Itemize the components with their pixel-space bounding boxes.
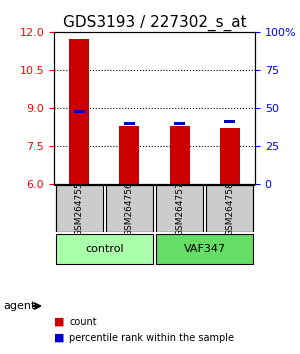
Text: GSM264757: GSM264757: [175, 181, 184, 236]
Text: GSM264755: GSM264755: [75, 181, 84, 236]
Title: GDS3193 / 227302_s_at: GDS3193 / 227302_s_at: [63, 14, 246, 30]
Text: VAF347: VAF347: [184, 244, 226, 254]
Bar: [119, 126, 140, 184]
Bar: [74, 110, 85, 113]
Bar: [224, 120, 236, 123]
Bar: [169, 126, 190, 184]
FancyBboxPatch shape: [206, 185, 254, 232]
FancyBboxPatch shape: [56, 185, 103, 232]
FancyBboxPatch shape: [156, 234, 254, 264]
FancyBboxPatch shape: [56, 234, 153, 264]
Text: count: count: [69, 317, 97, 327]
Text: agent: agent: [3, 301, 35, 311]
Bar: [220, 129, 240, 184]
Bar: [174, 122, 185, 125]
FancyBboxPatch shape: [106, 185, 153, 232]
Text: ■: ■: [54, 317, 64, 327]
Text: GSM264756: GSM264756: [125, 181, 134, 236]
Text: GSM264758: GSM264758: [225, 181, 234, 236]
Text: percentile rank within the sample: percentile rank within the sample: [69, 333, 234, 343]
Text: control: control: [85, 244, 124, 254]
FancyBboxPatch shape: [156, 185, 203, 232]
Text: ■: ■: [54, 333, 64, 343]
Bar: [124, 122, 135, 125]
Bar: [69, 40, 89, 184]
